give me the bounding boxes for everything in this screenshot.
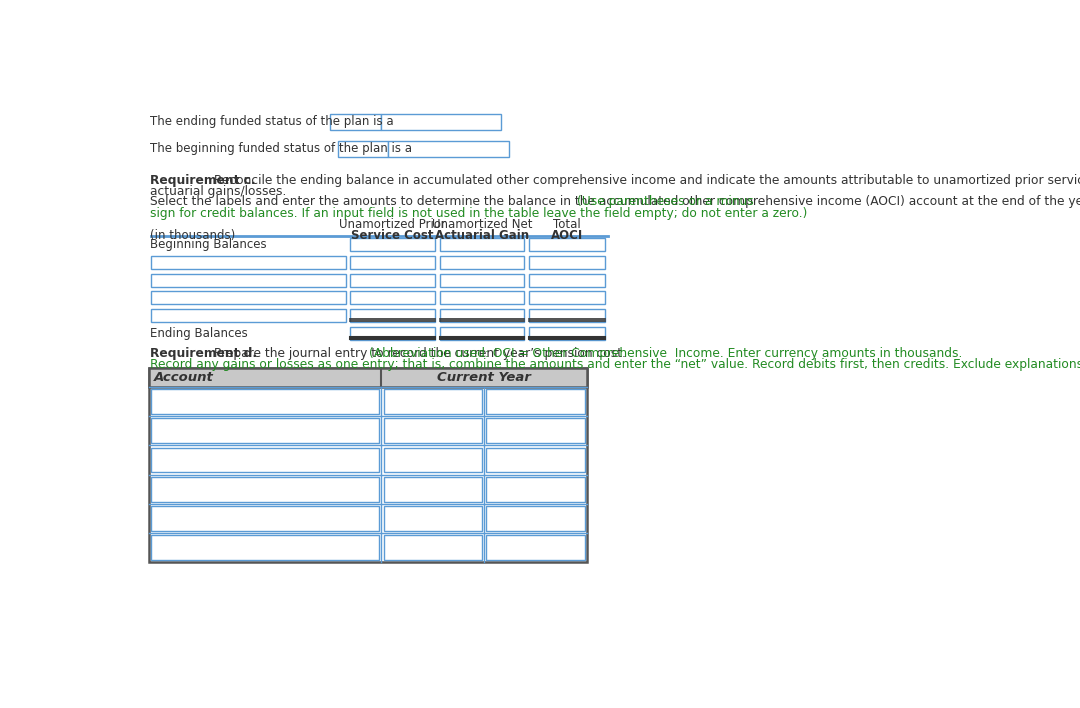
Bar bbox=[383, 418, 482, 443]
Bar bbox=[383, 477, 482, 501]
Text: (Abbreviation used: OCI = Other Comprehensive  Income. Enter currency amounts in: (Abbreviation used: OCI = Other Comprehe… bbox=[369, 347, 962, 360]
Bar bbox=[151, 389, 379, 413]
Bar bbox=[149, 368, 586, 562]
Text: Current Year: Current Year bbox=[437, 371, 531, 384]
Bar bbox=[440, 273, 524, 287]
Text: Select the labels and enter the amounts to determine the balance in the accumula: Select the labels and enter the amounts … bbox=[150, 195, 1080, 208]
Text: sign for credit balances. If an input field is not used in the table leave the f: sign for credit balances. If an input fi… bbox=[150, 207, 808, 219]
Text: AOCI: AOCI bbox=[551, 229, 583, 242]
Bar bbox=[529, 291, 606, 304]
Text: (Use parentheses or a minus: (Use parentheses or a minus bbox=[577, 195, 754, 208]
Bar bbox=[350, 273, 435, 287]
Bar bbox=[350, 238, 435, 251]
Bar bbox=[440, 309, 524, 322]
Text: Total: Total bbox=[553, 218, 581, 232]
Bar bbox=[389, 141, 509, 156]
Text: Unamortized Net: Unamortized Net bbox=[432, 218, 532, 232]
Bar bbox=[440, 291, 524, 304]
Bar bbox=[440, 326, 524, 340]
Text: Unamortized Prior: Unamortized Prior bbox=[339, 218, 446, 232]
Bar bbox=[151, 535, 379, 560]
Bar bbox=[150, 256, 346, 269]
Text: Beginning Balances: Beginning Balances bbox=[150, 238, 267, 251]
Bar bbox=[486, 535, 584, 560]
Bar bbox=[151, 477, 379, 501]
Text: The beginning funded status of the plan is a: The beginning funded status of the plan … bbox=[150, 142, 413, 155]
Text: Reconcile the ending balance in accumulated other comprehensive income and indic: Reconcile the ending balance in accumula… bbox=[211, 173, 1080, 186]
Text: Account: Account bbox=[153, 371, 214, 384]
Bar bbox=[150, 291, 346, 304]
Bar bbox=[151, 418, 379, 443]
Text: (in thousands): (in thousands) bbox=[150, 229, 235, 242]
Bar bbox=[350, 309, 435, 322]
Text: The ending funded status of the plan is a: The ending funded status of the plan is … bbox=[150, 115, 394, 128]
Bar bbox=[149, 368, 586, 387]
Bar bbox=[529, 256, 606, 269]
Text: Prepare the journal entry to record the current year’s pension cost.: Prepare the journal entry to record the … bbox=[211, 347, 630, 360]
Bar bbox=[529, 273, 606, 287]
Text: Ending Balances: Ending Balances bbox=[150, 327, 248, 340]
Text: Actuarial Gain: Actuarial Gain bbox=[435, 229, 529, 242]
Text: Service Cost: Service Cost bbox=[351, 229, 434, 242]
Bar bbox=[151, 447, 379, 472]
Bar bbox=[486, 447, 584, 472]
Bar bbox=[350, 256, 435, 269]
Bar bbox=[338, 141, 389, 156]
Bar bbox=[350, 291, 435, 304]
Text: Record any gains or losses as one entry; that is, combine the amounts and enter : Record any gains or losses as one entry;… bbox=[150, 358, 1080, 371]
Bar bbox=[151, 506, 379, 531]
Bar bbox=[529, 309, 606, 322]
Bar bbox=[383, 506, 482, 531]
Bar bbox=[529, 326, 606, 340]
Bar bbox=[383, 447, 482, 472]
Bar bbox=[380, 114, 501, 130]
Bar bbox=[330, 114, 380, 130]
Bar bbox=[150, 273, 346, 287]
Bar bbox=[350, 326, 435, 340]
Bar bbox=[486, 477, 584, 501]
Bar bbox=[440, 256, 524, 269]
Bar bbox=[383, 389, 482, 413]
Text: Requirement c.: Requirement c. bbox=[150, 173, 256, 186]
Bar bbox=[486, 389, 584, 413]
Bar bbox=[440, 238, 524, 251]
Bar bbox=[486, 418, 584, 443]
Bar bbox=[150, 309, 346, 322]
Text: actuarial gains/losses.: actuarial gains/losses. bbox=[150, 185, 287, 198]
Bar bbox=[529, 238, 606, 251]
Text: Requirement d.: Requirement d. bbox=[150, 347, 258, 360]
Bar bbox=[383, 535, 482, 560]
Bar bbox=[486, 506, 584, 531]
